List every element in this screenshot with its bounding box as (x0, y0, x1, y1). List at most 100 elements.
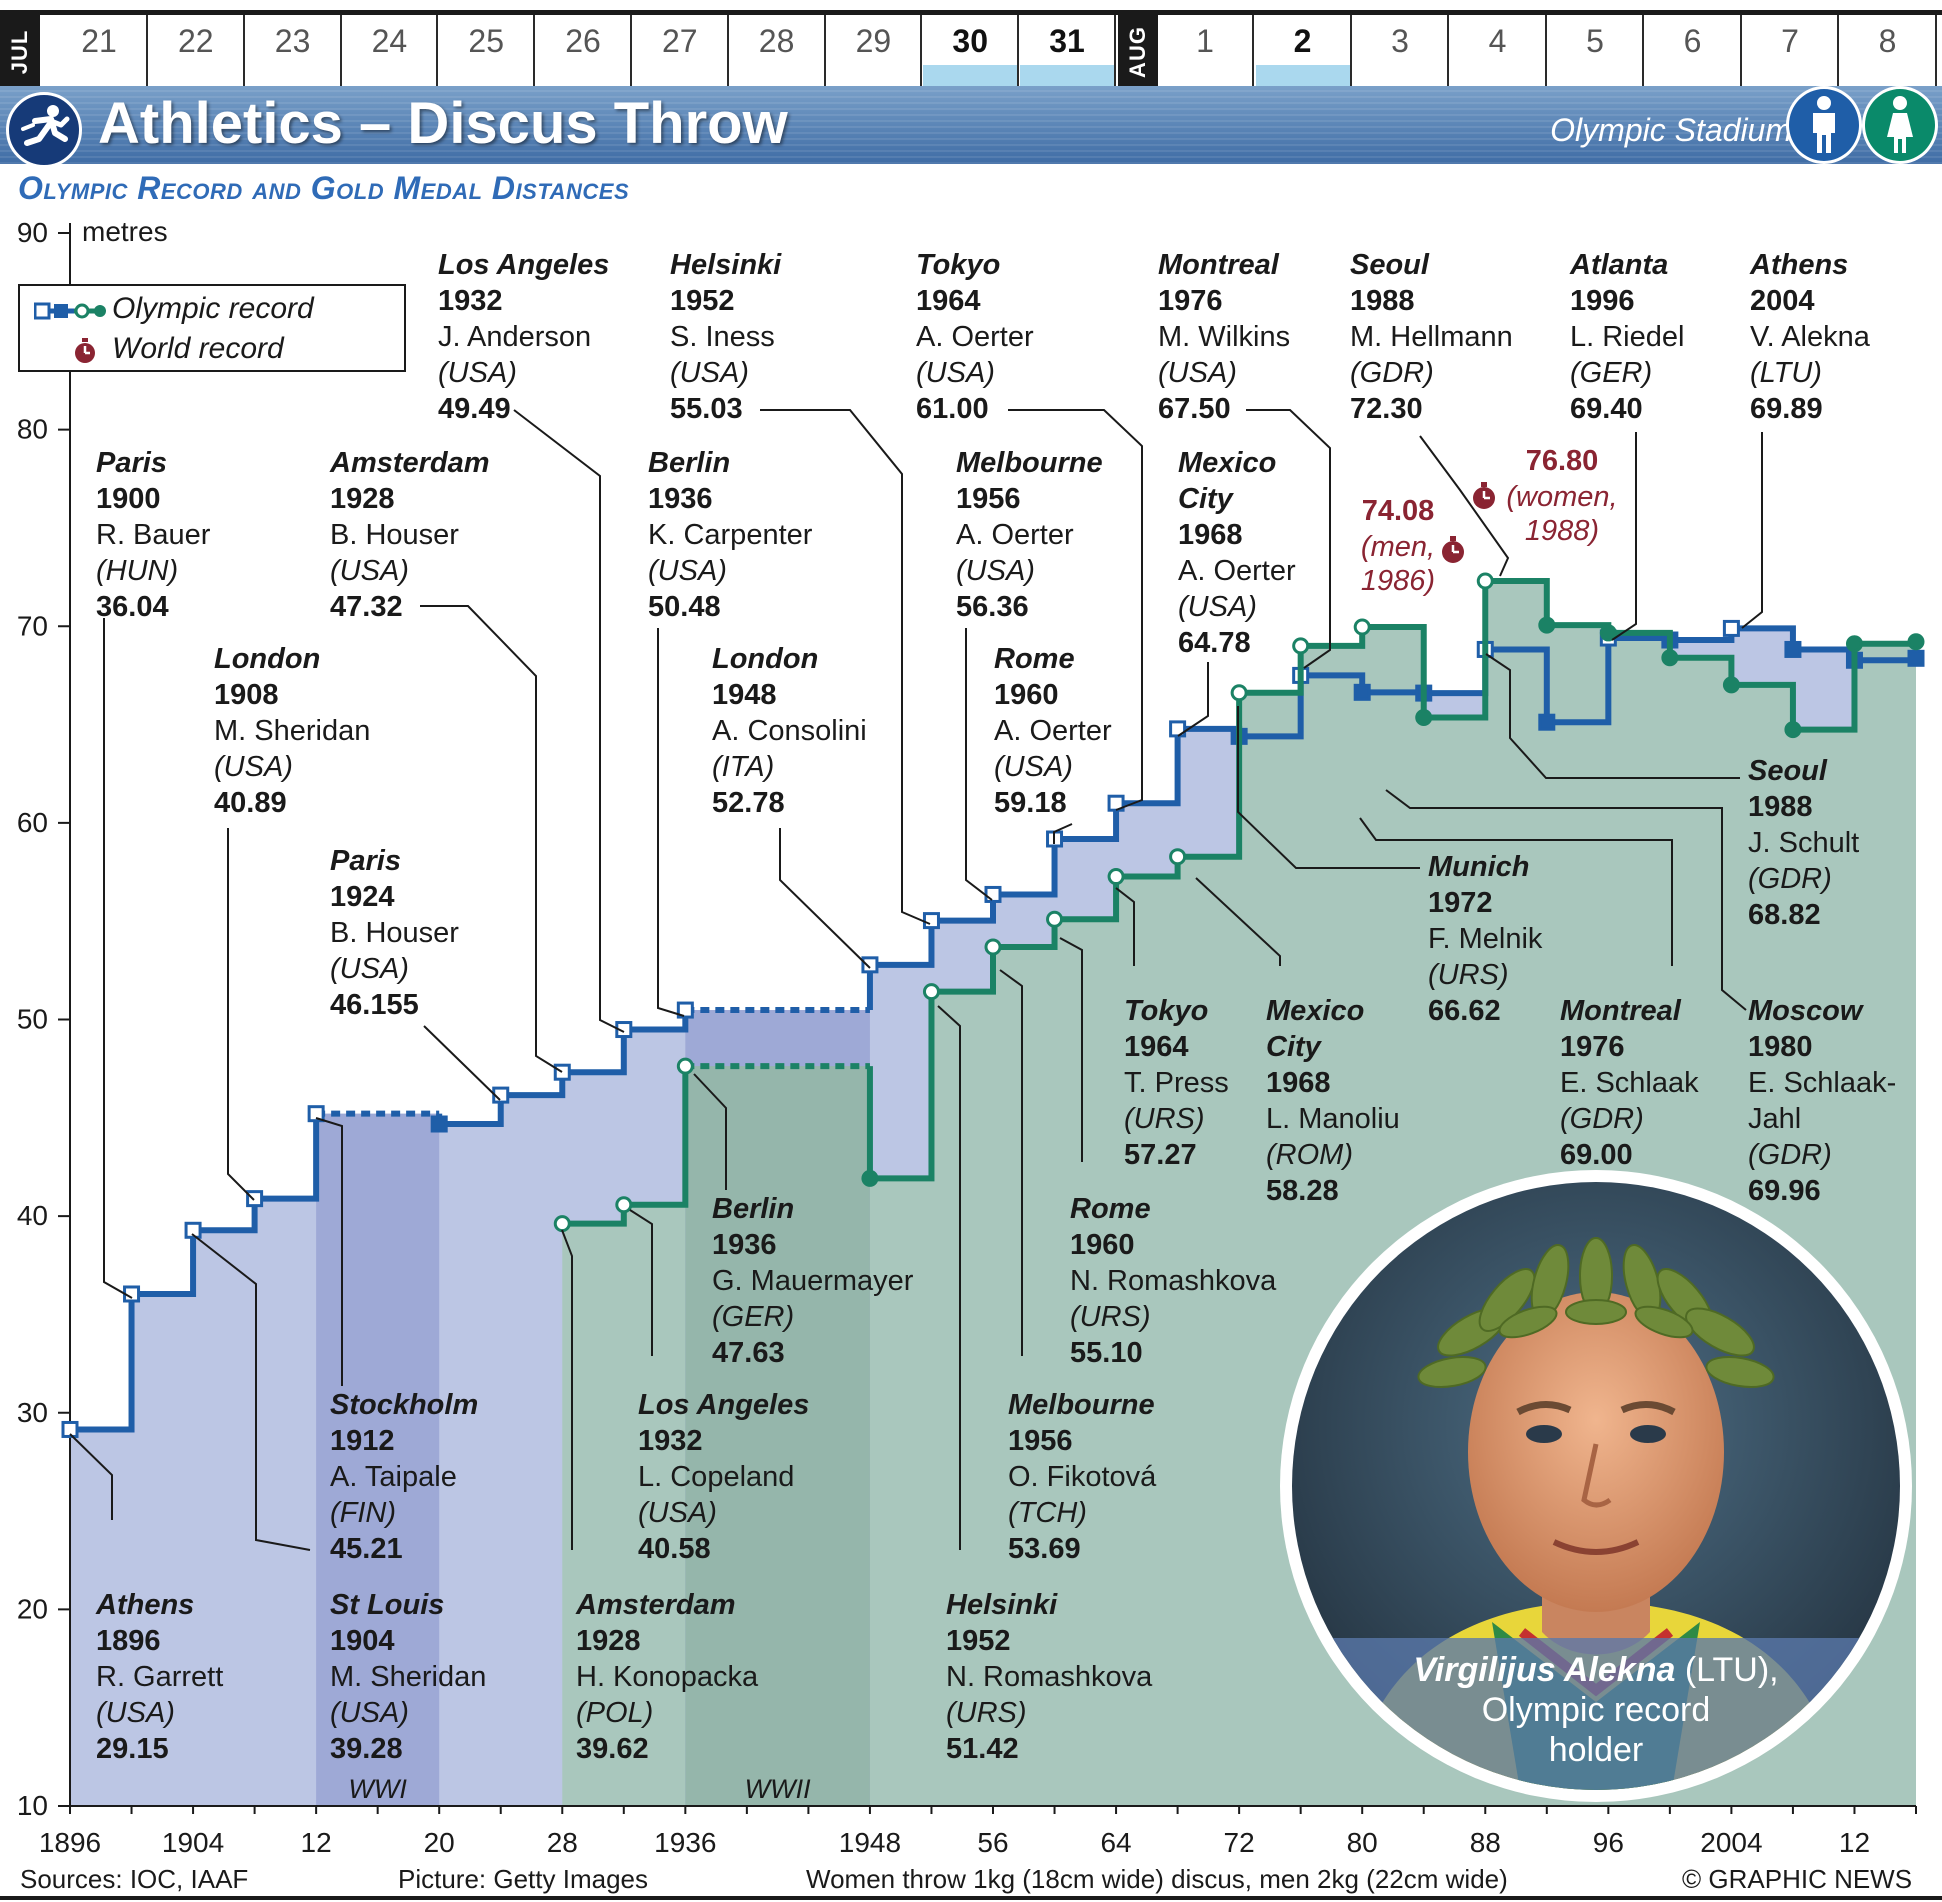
annotation-women-1956: Melbourne 1956 O. Fikotová (TCH) 53.69 (999, 969, 1157, 1565)
calendar-day: 4 (1451, 15, 1547, 89)
women-point (1169, 848, 1187, 866)
annotation-men-1896: Athens 1896 R. Garrett (USA) 29.15 (69, 1433, 223, 1765)
annotation-label: London 1948 A. Consolini (ITA) 52.78 (712, 643, 867, 819)
annotation-athlete: S. Iness (670, 321, 775, 353)
annotation-country: (USA) (214, 751, 293, 783)
annotation-year: 1932 (638, 1425, 703, 1457)
annotation-men-1912: Stockholm 1912 A. Taipale (FIN) 45.21 (315, 1117, 478, 1565)
annotation-year: 1960 (994, 679, 1059, 711)
annotation-country: (USA) (1178, 591, 1257, 623)
annotation-men-1988: Seoul 1988 J. Schult (GDR) 68.82 (1485, 653, 1859, 931)
annotation-athlete: L. Copeland (638, 1461, 794, 1493)
annotation-country: (USA) (96, 1697, 175, 1729)
y-tick-label: 90 (17, 217, 48, 248)
annotation-dist: 61.00 (916, 393, 989, 425)
leader-line (779, 828, 871, 969)
annotation-athlete: L. Manoliu (1266, 1103, 1400, 1135)
annotation-label: Moscow 1980 E. Schlaak- Jahl (GDR) 69.96 (1748, 995, 1896, 1207)
annotation-year: 1936 (712, 1229, 777, 1261)
annotation-city: Melbourne (1008, 1389, 1155, 1421)
annotation-country: (GER) (1570, 357, 1652, 389)
annotation-country: (GDR) (1350, 357, 1434, 389)
annotation-year: 1956 (1008, 1425, 1073, 1457)
annotation-city: Los Angeles (438, 249, 609, 281)
annotation-dist: 49.49 (438, 393, 511, 425)
annotation-country: (USA) (330, 1697, 409, 1729)
world-record-label: 76.80 (women,1988) (1506, 445, 1617, 547)
annotation-label: Helsinki 1952 N. Romashkova (URS) 51.42 (946, 1589, 1153, 1765)
leader-line (965, 628, 993, 901)
men-point (246, 1190, 264, 1208)
annotation-city: Mexico (1178, 447, 1276, 479)
annotation-city: Amsterdam (575, 1589, 736, 1621)
annotation-athlete: H. Konopacka (576, 1661, 759, 1693)
y-tick-label: 40 (17, 1200, 48, 1231)
annotation-city: Helsinki (670, 249, 782, 281)
annotation-city: Paris (330, 845, 401, 877)
annotation-city: Rome (994, 643, 1075, 675)
annotation-country: (USA) (330, 953, 409, 985)
annotation-dist: 45.21 (330, 1533, 403, 1565)
men-point (922, 912, 940, 930)
annotation-year: 1968 (1266, 1067, 1331, 1099)
women-point (1784, 721, 1802, 739)
women-point (1599, 624, 1617, 642)
event-day: 30 (923, 15, 1020, 89)
women-point (1415, 708, 1433, 726)
x-tick-label: 72 (1224, 1827, 1255, 1858)
men-point (984, 885, 1002, 903)
annotation-city: Montreal (1560, 995, 1682, 1027)
annotation-dist: 69.40 (1570, 393, 1643, 425)
x-tick-label: 28 (547, 1827, 578, 1858)
annotation-men-1964: Tokyo 1964 A. Oerter (USA) 61.00 (916, 249, 1143, 811)
annotation-men-1956: Melbourne 1956 A. Oerter (USA) 56.36 (956, 447, 1103, 901)
world-record-note: (women, (1506, 481, 1617, 513)
annotation-athlete: J. Schult (1748, 827, 1859, 859)
annotation-city: City (1178, 483, 1235, 515)
annotation-label: Athens 2004 V. Alekna (LTU) 69.89 (1749, 249, 1871, 425)
annotation-city: Berlin (712, 1193, 794, 1225)
annotation-women-1960: Rome 1960 N. Romashkova (URS) 55.10 (1059, 937, 1277, 1369)
annotation-year: 1988 (1748, 791, 1813, 823)
athlete-photo (1292, 1182, 1900, 1790)
leader-line (1237, 706, 1420, 869)
men-point (615, 1021, 633, 1039)
annotation-label: Mexico City 1968 L. Manoliu (ROM) 58.28 (1266, 995, 1400, 1207)
annotation-year: 1908 (214, 679, 279, 711)
annotation-city: Seoul (1748, 755, 1828, 787)
venue-label: Olympic Stadium (1550, 112, 1792, 148)
competition-date-strip: JUL AUG 21 22 23 24 25 26 27 28 29 30 31 1 2 3 4 5 6 7 8 (0, 10, 1942, 89)
leader-line (561, 1229, 573, 1550)
annotation-dist: 66.62 (1428, 995, 1501, 1027)
annotation-women-1936: Berlin 1936 G. Mauermayer (GER) 47.63 (693, 1073, 914, 1369)
annotation-country: (USA) (956, 555, 1035, 587)
annotation-city: Paris (96, 447, 167, 479)
war-label: WWI (348, 1774, 407, 1804)
women-point (1661, 649, 1679, 667)
annotation-athlete: K. Carpenter (648, 519, 813, 551)
annotation-year: 1988 (1350, 285, 1415, 317)
leader-line (1359, 817, 1673, 966)
war-shading-women (685, 1066, 870, 1806)
annotation-men-1952: Helsinki 1952 S. Iness (USA) 55.03 (670, 249, 931, 925)
war-shading-men (316, 1113, 440, 1806)
title-banner (0, 86, 1942, 164)
leader-line (1419, 435, 1510, 577)
men-point (1107, 794, 1125, 812)
annotation-country: (HUN) (96, 555, 178, 587)
annotation-women-1964: Tokyo 1964 T. Press (URS) 57.27 (1115, 887, 1229, 1171)
women-point (1722, 676, 1740, 694)
annotation-city: Berlin (648, 447, 730, 479)
leader-line (69, 1433, 113, 1520)
annotation-year: 1964 (1124, 1031, 1189, 1063)
men-point (676, 1001, 694, 1019)
world-record-distance: 74.08 (1362, 495, 1435, 527)
annotation-label: Stockholm 1912 A. Taipale (FIN) 45.21 (330, 1389, 478, 1565)
annotation-women-1928: Amsterdam 1928 H. Konopacka (POL) 39.62 (561, 1229, 759, 1765)
athletics-runner-icon (6, 92, 82, 168)
leader-line (513, 409, 625, 1033)
calendar-day: 22 (149, 15, 245, 89)
annotation-athlete: A. Oerter (956, 519, 1074, 551)
women-point (1230, 684, 1248, 702)
calendar-day: 8 (1841, 15, 1937, 89)
